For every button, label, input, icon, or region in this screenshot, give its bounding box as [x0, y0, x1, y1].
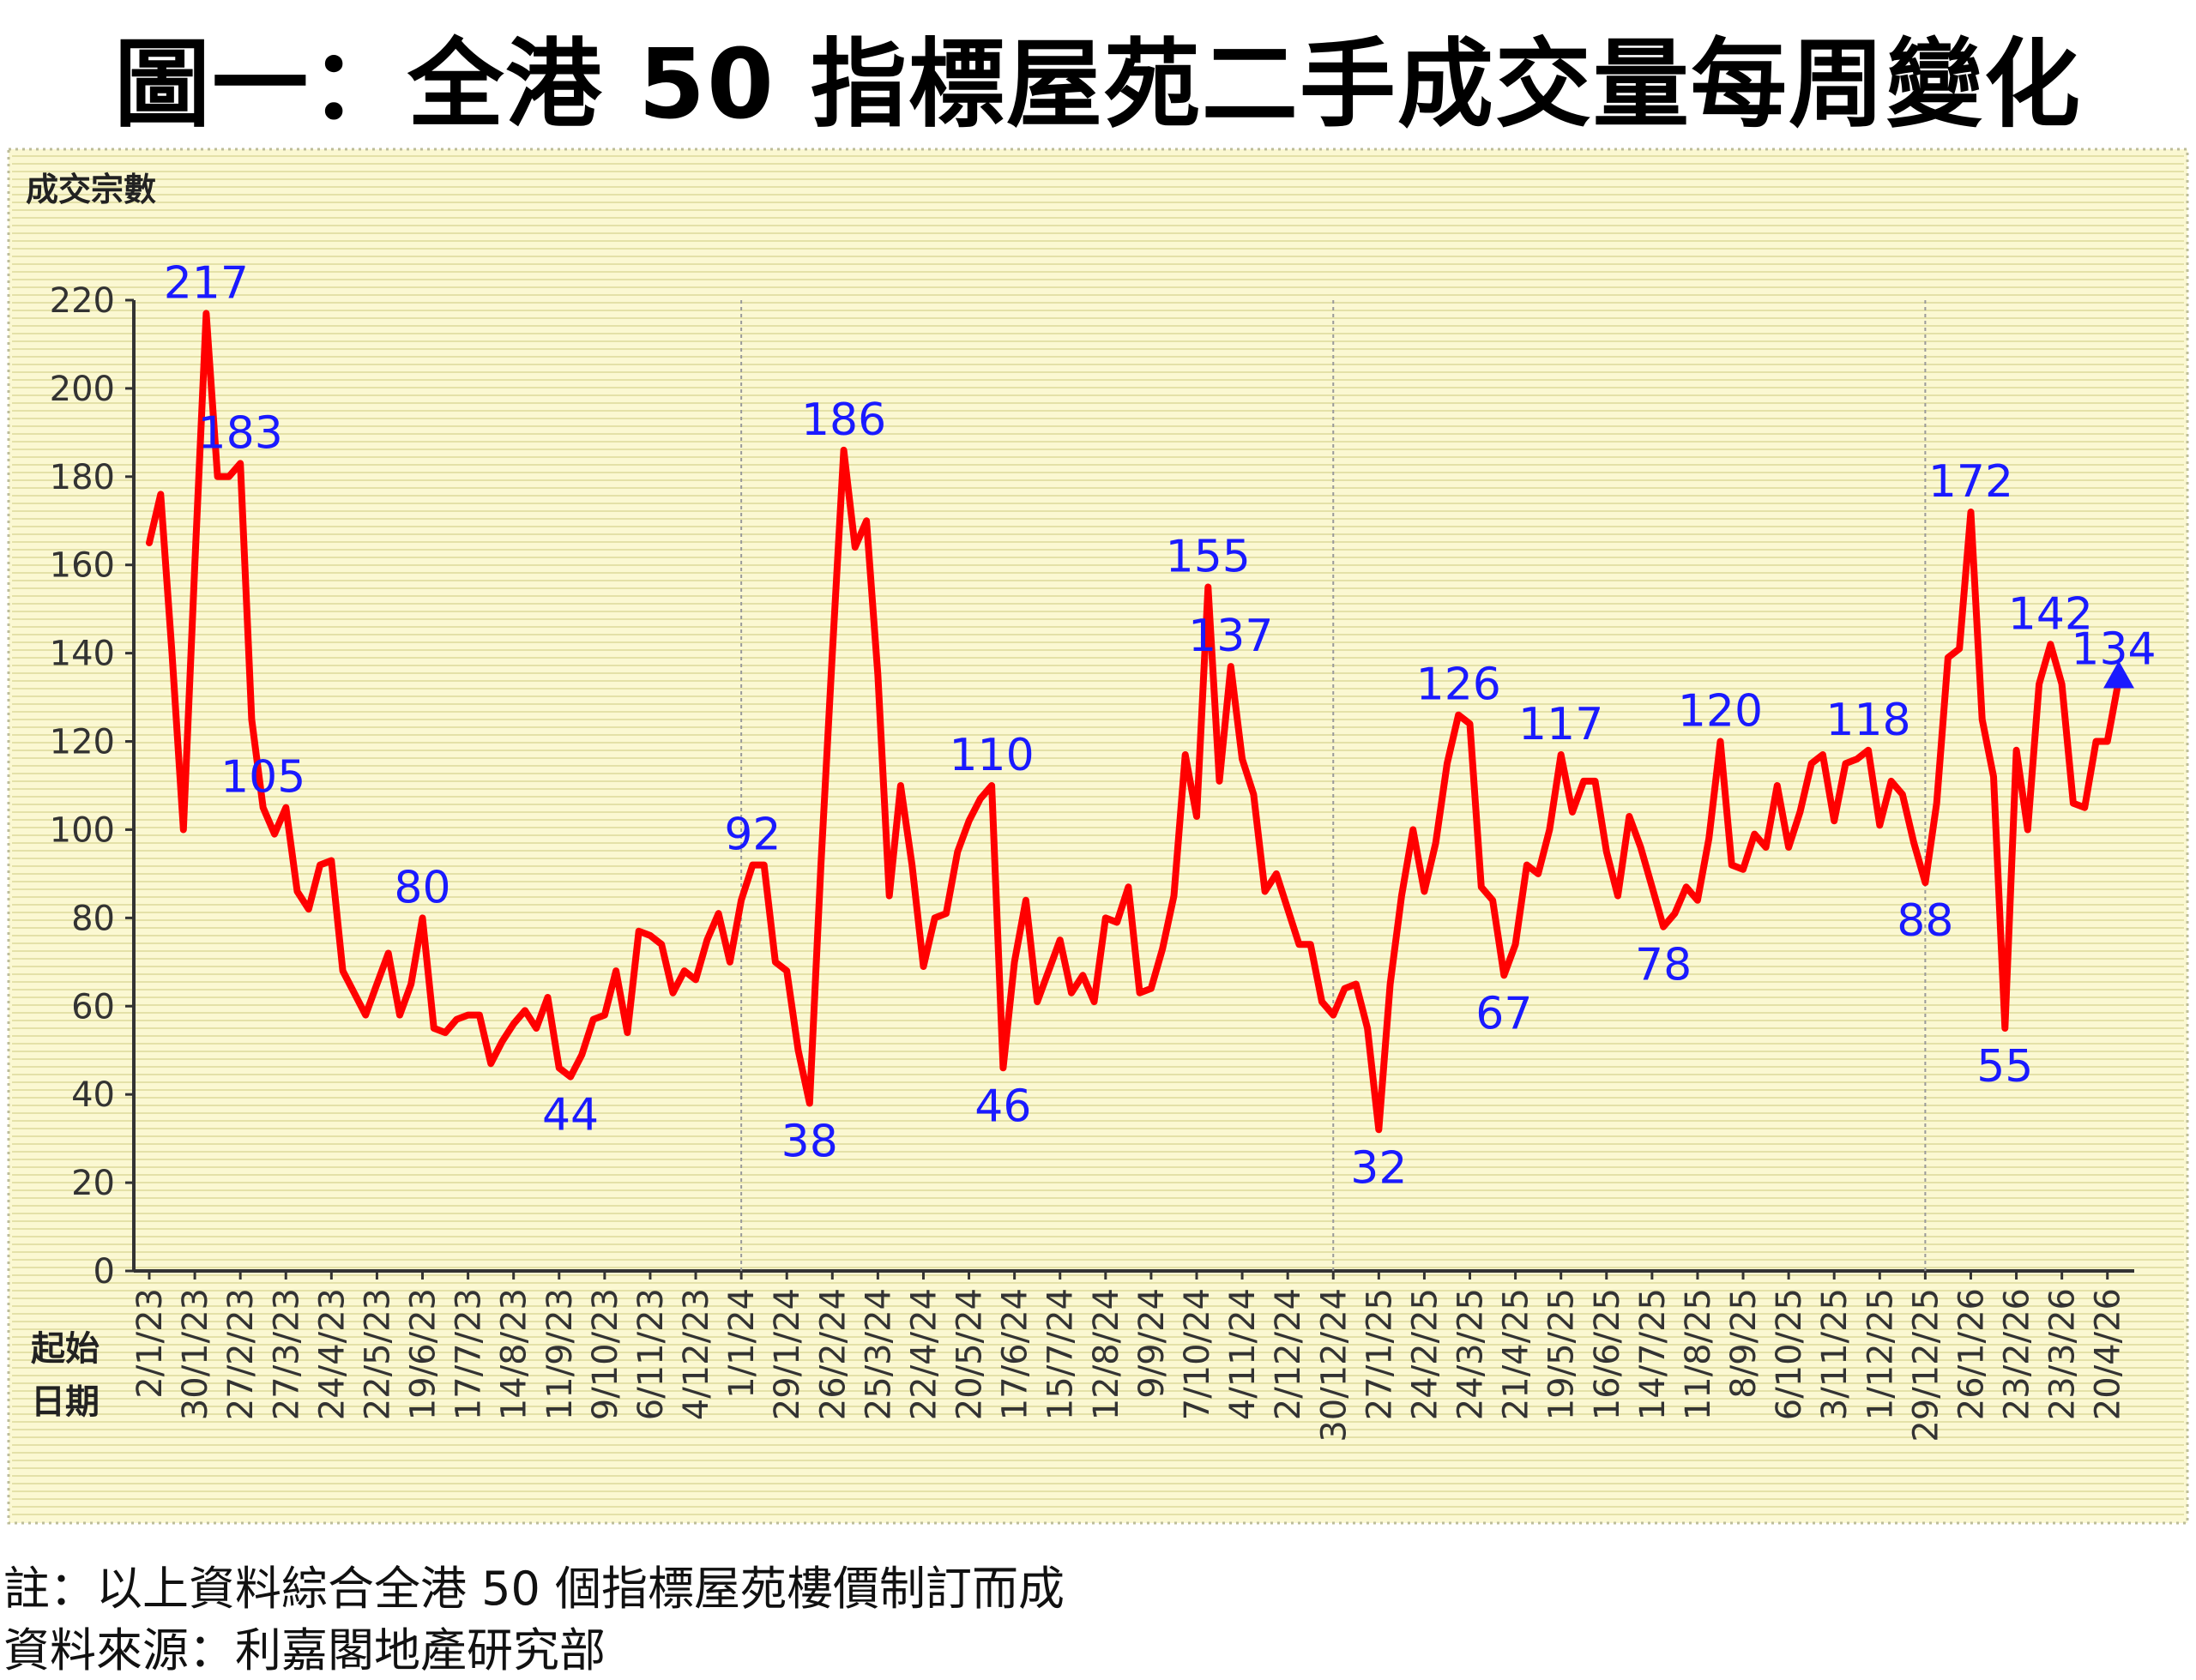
y-axis-label: 成交宗數 — [26, 171, 156, 208]
x-tick-label: 22/5/23 — [358, 1288, 397, 1420]
data-point-label: 155 — [1166, 531, 1251, 582]
y-tick-label: 220 — [50, 281, 115, 321]
x-tick-label: 24/3/25 — [1451, 1288, 1491, 1420]
source-note: 資料來源：利嘉閣地產研究部 — [3, 1623, 606, 1677]
footnote: 註：以上資料綜合全港 50 個指標屋苑樓價制訂而成 — [3, 1562, 1065, 1616]
x-tick-label: 24/4/23 — [312, 1288, 352, 1420]
x-axis-label: 起始 — [31, 1329, 100, 1369]
x-tick-label: 19/6/23 — [404, 1288, 443, 1420]
x-tick-label: 20/4/26 — [2089, 1288, 2128, 1420]
data-point-label: 105 — [220, 752, 305, 804]
x-tick-label: 9/10/23 — [586, 1288, 625, 1420]
x-tick-label: 1/12/25 — [1861, 1288, 1900, 1420]
x-tick-label: 12/8/24 — [1087, 1288, 1126, 1420]
y-tick-label: 20 — [71, 1164, 115, 1203]
data-point-label: 110 — [949, 730, 1034, 781]
data-point-label: 137 — [1188, 611, 1273, 662]
data-point-label: 46 — [974, 1081, 1031, 1132]
x-tick-label: 21/4/25 — [1497, 1288, 1536, 1420]
data-point-label: 88 — [1897, 895, 1953, 947]
x-tick-label: 30/1/23 — [176, 1288, 215, 1420]
x-tick-label: 27/3/23 — [267, 1288, 306, 1420]
x-tick-label: 27/2/23 — [221, 1288, 261, 1420]
data-point-label: 142 — [2008, 588, 2093, 640]
x-tick-label: 23/3/26 — [2043, 1288, 2083, 1420]
data-point-label: 38 — [781, 1116, 838, 1167]
x-tick-label: 1/1/24 — [722, 1288, 762, 1399]
x-tick-label: 27/1/25 — [1360, 1288, 1399, 1420]
y-tick-label: 160 — [50, 546, 115, 586]
x-tick-label: 2/1/23 — [130, 1288, 170, 1399]
data-point-label: 55 — [1976, 1041, 2033, 1093]
x-tick-label: 9/9/24 — [1132, 1288, 1172, 1399]
x-tick-label: 15/7/24 — [1041, 1288, 1081, 1420]
x-tick-label: 19/5/25 — [1542, 1288, 1582, 1420]
data-point-label: 117 — [1518, 699, 1603, 750]
x-tick-label: 26/2/24 — [813, 1288, 853, 1420]
x-tick-label: 30/12/24 — [1314, 1288, 1354, 1442]
x-tick-label: 4/12/23 — [677, 1288, 716, 1420]
data-point-label: 80 — [394, 862, 450, 913]
data-point-label: 217 — [164, 257, 249, 309]
x-tick-label: 23/2/26 — [1998, 1288, 2037, 1420]
x-tick-label: 26/1/26 — [1952, 1288, 1991, 1420]
data-point-label: 118 — [1825, 695, 1910, 746]
x-tick-label: 6/10/25 — [1770, 1288, 1809, 1420]
data-point-label: 126 — [1416, 659, 1501, 711]
weekly-transactions-line-chart: 成交宗數 0 20 40 60 80 100 120 140 160 180 200 220 2/1/23… — [7, 148, 2189, 1525]
x-tick-label: 3/11/25 — [1815, 1288, 1855, 1420]
y-tick-label: 0 — [94, 1252, 115, 1292]
x-tick-label: 14/8/23 — [495, 1288, 534, 1420]
y-tick-label: 180 — [50, 458, 115, 497]
data-point-label: 120 — [1678, 686, 1763, 738]
y-tick-label: 40 — [71, 1075, 115, 1115]
y-tick-label: 140 — [50, 635, 115, 674]
y-tick-label: 120 — [50, 723, 115, 762]
page-title: 圖一：全港 50 指標屋苑二手成交量每周變化 — [114, 29, 2082, 141]
y-tick-label: 80 — [71, 899, 115, 938]
latest-point-marker — [2103, 660, 2134, 689]
x-tick-label: 7/10/24 — [1178, 1288, 1217, 1420]
data-point-label: 78 — [1635, 940, 1692, 991]
data-point-label: 183 — [198, 407, 283, 459]
x-tick-label: 24/2/25 — [1405, 1288, 1445, 1420]
x-tick-label: 2/12/24 — [1269, 1288, 1308, 1420]
x-tick-label: 8/9/25 — [1724, 1288, 1764, 1399]
x-tick-label: 6/11/23 — [631, 1288, 671, 1420]
data-point-label: 172 — [1928, 456, 2013, 508]
x-tick-label: 29/1/24 — [768, 1288, 807, 1420]
x-tick-label: 29/12/25 — [1906, 1288, 1946, 1442]
x-tick-label: 25/3/24 — [859, 1288, 898, 1420]
data-point-label: 186 — [801, 394, 886, 446]
data-point-label: 134 — [2071, 624, 2156, 676]
x-tick-label: 22/4/24 — [904, 1288, 944, 1420]
x-tick-label: 20/5/24 — [950, 1288, 990, 1420]
data-point-label: 32 — [1350, 1142, 1407, 1194]
chart-container: 成交宗數 0 20 40 60 80 100 120 140 160 180 200 220 2/1/23… — [7, 148, 2189, 1525]
x-axis-label: 日期 — [31, 1382, 100, 1422]
data-point-label: 92 — [724, 810, 781, 861]
x-tick-label: 11/8/25 — [1679, 1288, 1718, 1420]
data-point-label: 44 — [542, 1090, 599, 1141]
transactions-line — [146, 310, 2122, 1134]
x-tick-label: 4/11/24 — [1223, 1288, 1263, 1420]
data-point-label: 67 — [1475, 988, 1532, 1039]
x-tick-label: 14/7/25 — [1633, 1288, 1673, 1420]
x-tick-label: 11/9/23 — [540, 1288, 580, 1420]
x-tick-label: 17/7/23 — [449, 1288, 489, 1420]
x-tick-label: 17/6/24 — [996, 1288, 1035, 1420]
x-tick-label: 16/6/25 — [1588, 1288, 1627, 1420]
y-tick-label: 100 — [50, 810, 115, 850]
y-tick-label: 60 — [71, 987, 115, 1027]
y-tick-label: 200 — [50, 370, 115, 409]
